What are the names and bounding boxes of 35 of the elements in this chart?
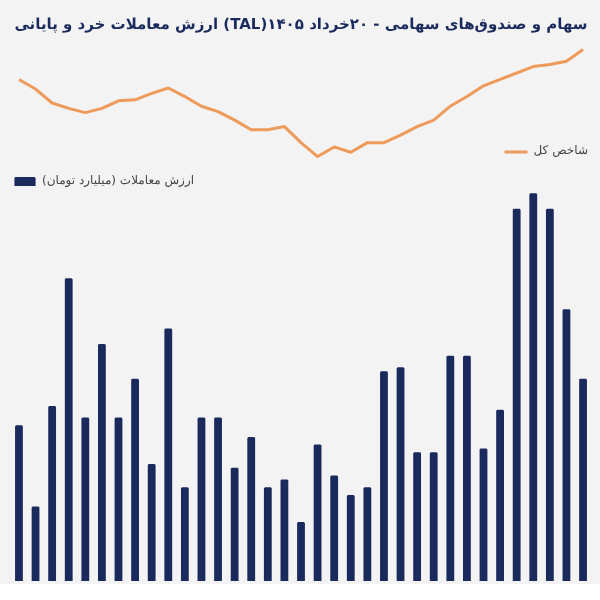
bar — [131, 378, 139, 581]
bar — [164, 328, 173, 581]
bar — [197, 417, 206, 581]
bar — [562, 309, 571, 581]
bar — [346, 494, 355, 581]
bar — [413, 452, 422, 581]
bar — [380, 371, 388, 581]
bar — [147, 463, 156, 581]
bar — [180, 487, 189, 581]
bar — [496, 409, 504, 581]
bar — [545, 208, 554, 581]
bar — [479, 448, 488, 581]
bar — [429, 452, 438, 581]
bar — [15, 425, 23, 581]
bar — [48, 405, 57, 581]
bar — [98, 344, 106, 581]
bar — [31, 506, 40, 581]
bar — [330, 475, 339, 581]
bar — [579, 378, 587, 581]
bar — [263, 487, 272, 581]
bar — [363, 487, 372, 581]
bar — [230, 467, 239, 581]
bar — [512, 208, 521, 581]
bar — [81, 417, 90, 581]
bar — [64, 278, 73, 581]
bar — [313, 444, 322, 581]
bar — [463, 355, 471, 581]
bar — [446, 355, 455, 581]
bar — [396, 367, 405, 581]
bar — [214, 417, 222, 581]
bar — [114, 417, 123, 581]
bar — [297, 521, 305, 581]
bar — [280, 479, 289, 581]
bar — [529, 193, 538, 581]
bar — [247, 436, 256, 581]
